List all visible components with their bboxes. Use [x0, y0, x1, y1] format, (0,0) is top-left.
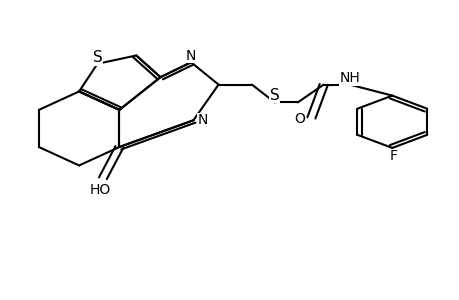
Text: O: O	[294, 112, 305, 126]
Text: S: S	[269, 88, 279, 103]
Text: S: S	[92, 50, 102, 65]
Text: N: N	[185, 49, 196, 63]
Text: N: N	[197, 113, 207, 127]
Text: HO: HO	[90, 182, 111, 197]
Text: F: F	[388, 149, 397, 163]
Text: NH: NH	[339, 71, 359, 85]
